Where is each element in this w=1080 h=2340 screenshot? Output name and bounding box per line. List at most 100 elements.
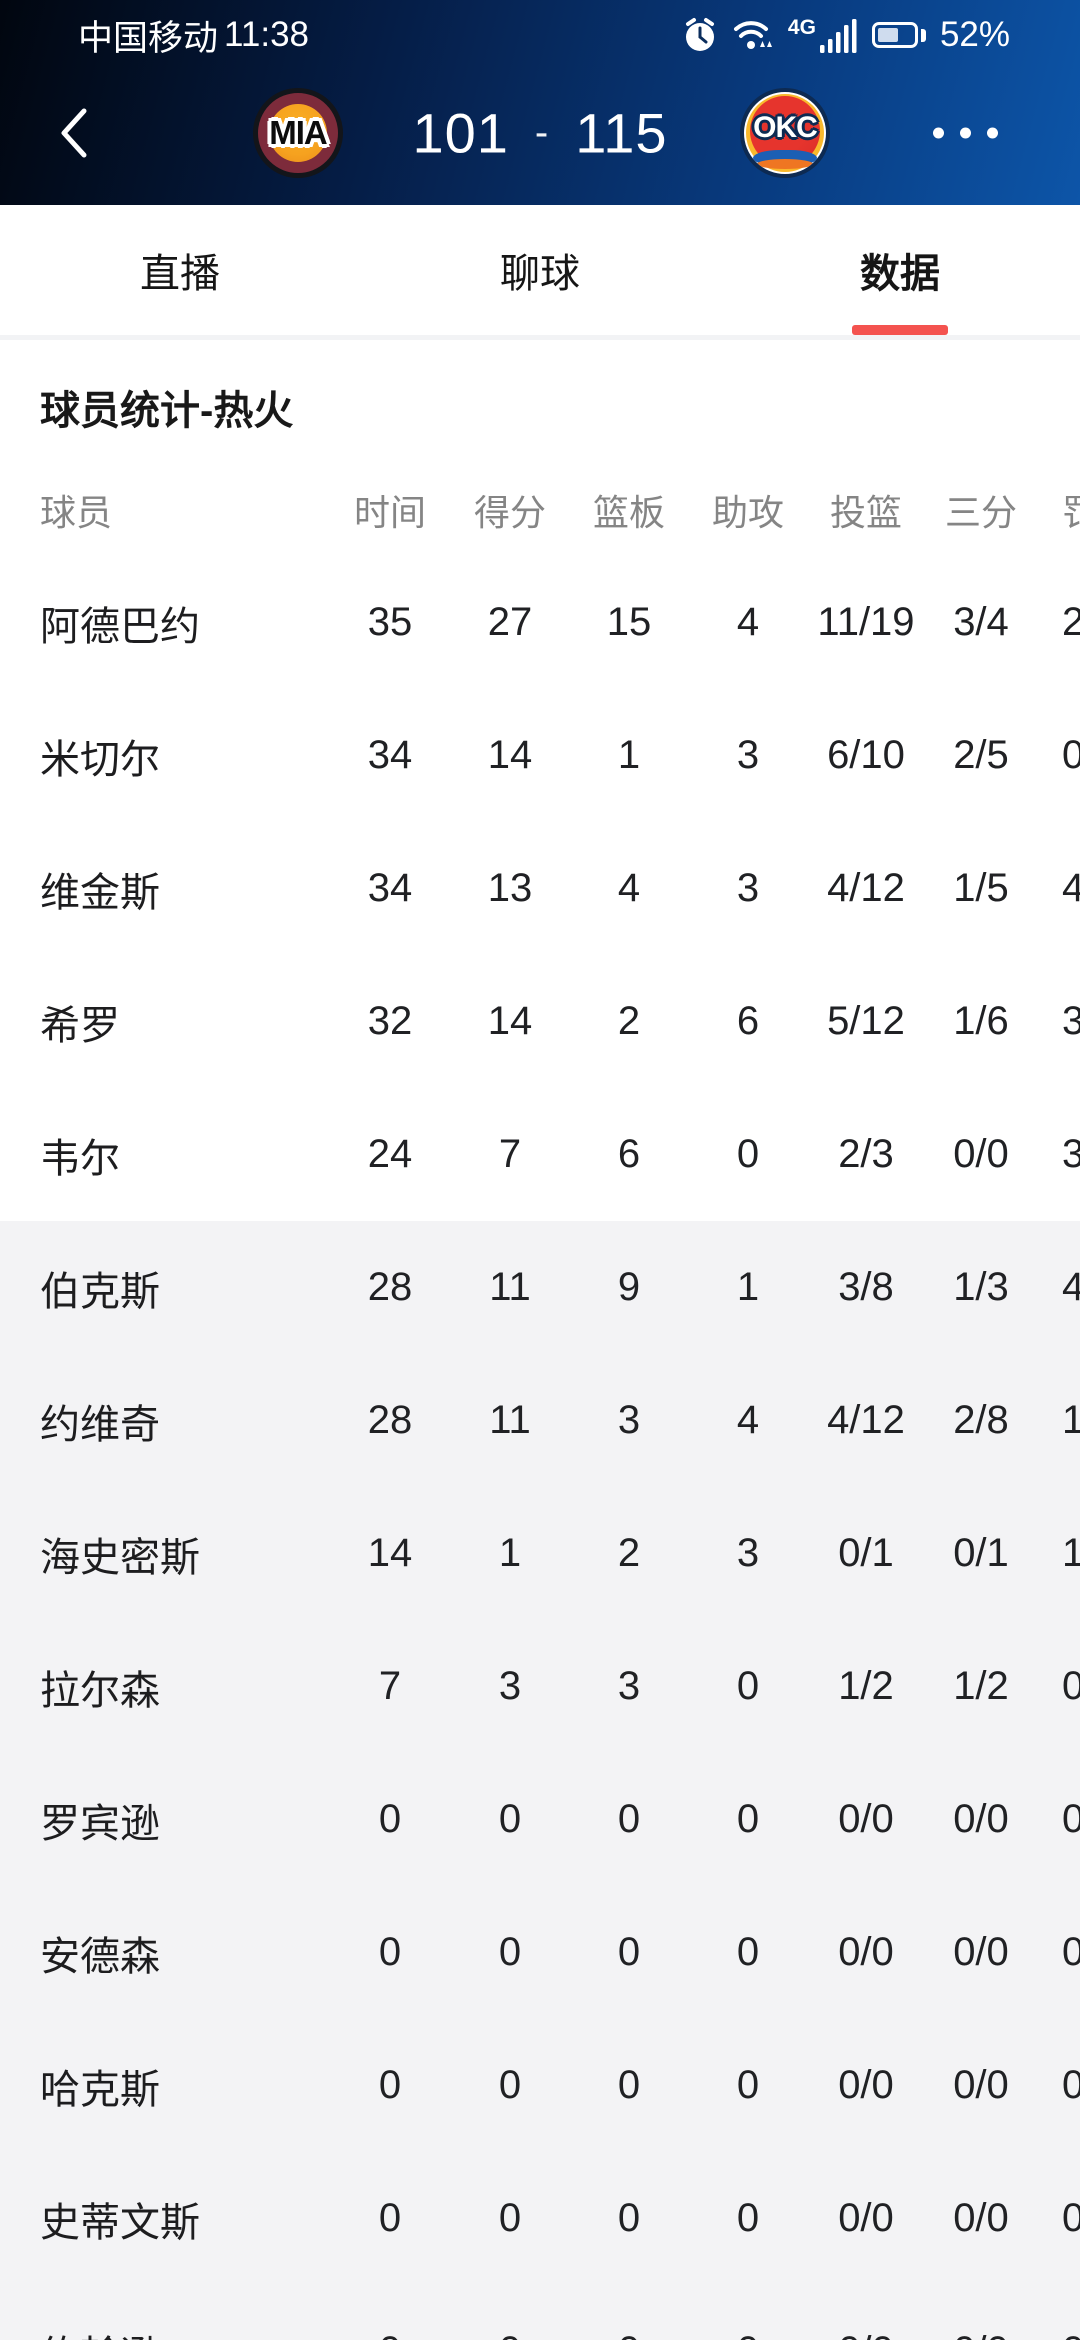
player-stat: 13 — [487, 866, 533, 910]
player-stat: 2 — [617, 999, 641, 1043]
player-stat: 4 — [736, 1398, 760, 1442]
table-row[interactable]: 拉尔森 7 3 3 0 1/2 1/2 0 — [0, 1620, 1080, 1753]
player-stat: 5/12 — [827, 999, 905, 1043]
player-stat: 35 — [367, 600, 413, 644]
col-header-points: 得分 — [473, 492, 546, 533]
alarm-icon — [685, 18, 714, 51]
carrier-label: 中国移动 — [78, 18, 219, 58]
player-stat: 2 — [617, 1531, 641, 1575]
table-row[interactable]: 米切尔 34 14 1 3 6/10 2/5 0 — [0, 689, 1080, 822]
player-stat: 0/0 — [953, 1132, 1009, 1176]
table-row[interactable]: 安德森 0 0 0 0 0/0 0/0 0 — [0, 1886, 1080, 2019]
player-stat: 3/8 — [838, 1265, 894, 1309]
player-name: 拉尔森 — [40, 1668, 160, 1713]
bench-section: 伯克斯 28 11 9 1 3/8 1/3 4 约维奇 28 11 3 4 4/12 2/8 1 海史密斯 14 1… — [0, 1221, 1080, 2340]
table-row[interactable]: 希罗 32 14 2 6 5/12 1/6 3 — [0, 955, 1080, 1088]
col-header-threes: 三分 — [944, 492, 1017, 533]
table-row[interactable]: 阿德巴约 35 27 15 4 11/19 3/4 2 — [0, 556, 1080, 689]
player-stat: 14 — [487, 733, 533, 777]
status-left: 中国移动 11:38 — [78, 10, 309, 61]
nav-bar: MIA 101 - 115 OKC — [0, 60, 1080, 205]
player-stat: 0 — [1062, 1664, 1080, 1708]
player-stat: 0/0 — [838, 1930, 894, 1974]
player-stat: 0 — [378, 1797, 402, 1841]
tab-live[interactable]: 直播 — [0, 205, 360, 335]
player-stat: 0/1 — [838, 1531, 894, 1575]
player-stat: 0 — [498, 1797, 522, 1841]
player-name: 阿德巴约 — [40, 604, 200, 649]
player-stat: 6/10 — [827, 733, 905, 777]
table-row[interactable]: 罗宾逊 0 0 0 0 0/0 0/0 0 — [0, 1753, 1080, 1886]
player-stat: 3 — [736, 733, 760, 777]
player-stat: 1 — [498, 1531, 522, 1575]
section-title: 球员统计-热火 — [40, 389, 294, 433]
player-name: 伯克斯 — [40, 1269, 160, 1314]
player-stat: 34 — [367, 866, 413, 910]
player-stat: 0 — [450, 2329, 570, 2340]
player-stat: 3 — [736, 1531, 760, 1575]
player-stat: 15 — [606, 600, 652, 644]
player-name: 海史密斯 — [40, 1535, 200, 1580]
player-stat: 0 — [570, 2329, 688, 2340]
player-stat: 0 — [736, 1664, 760, 1708]
table-row[interactable]: 韦尔 24 7 6 0 2/3 0/0 3 — [0, 1088, 1080, 1221]
tab-bar: 直播 聊球 数据 — [0, 205, 1080, 340]
player-stat: 0 — [736, 1930, 760, 1974]
battery-percent-label: 52% — [939, 15, 1010, 54]
tab-chat[interactable]: 聊球 — [360, 205, 720, 335]
table-row[interactable]: 伯克斯 28 11 9 1 3/8 1/3 4 — [0, 1221, 1080, 1354]
more-options-button[interactable] — [933, 127, 998, 138]
away-team-logo: OKC — [740, 87, 830, 178]
player-stat: 28 — [367, 1398, 413, 1442]
signal-group: 4G — [788, 17, 858, 53]
player-stat: 0 — [1062, 2196, 1080, 2240]
table-row[interactable]: 维金斯 34 13 4 3 4/12 1/5 4 — [0, 822, 1080, 955]
table-row[interactable]: 约翰逊00000/00/00 — [0, 2285, 1080, 2340]
player-stat: 0/0 — [838, 1797, 894, 1841]
tab-stats[interactable]: 数据 — [720, 205, 1080, 335]
player-name: 维金斯 — [40, 870, 160, 915]
player-stat: 11 — [489, 1265, 531, 1309]
player-stat: 3 — [1062, 1132, 1080, 1176]
player-stat: 2/8 — [953, 1398, 1009, 1442]
table-row[interactable]: 史蒂文斯 0 0 0 0 0/0 0/0 0 — [0, 2152, 1080, 2285]
player-stat: 7 — [498, 1132, 522, 1176]
network-type-label: 4G — [787, 16, 816, 39]
signal-bars-icon — [819, 19, 857, 53]
home-team-abbr: MIA — [269, 113, 327, 151]
player-stat: 0 — [1062, 1930, 1080, 1974]
player-stat: 6 — [617, 1132, 641, 1176]
ellipsis-dot — [960, 127, 971, 138]
player-stat: 0 — [617, 2196, 641, 2240]
player-stat: 0 — [736, 1132, 760, 1176]
player-stat: 0/0 — [953, 2196, 1009, 2240]
table-row[interactable]: 哈克斯 0 0 0 0 0/0 0/0 0 — [0, 2019, 1080, 2152]
player-stat: 0 — [1062, 1797, 1080, 1841]
player-stat: 0/0 — [924, 2329, 1038, 2340]
score-divider: - — [534, 110, 550, 154]
mia-logo-center — [269, 103, 327, 162]
player-stat: 1 — [1062, 1531, 1080, 1575]
player-stats-table-bench: 伯克斯 28 11 9 1 3/8 1/3 4 约维奇 28 11 3 4 4/12 2/8 1 海史密斯 14 1… — [0, 1221, 1080, 2340]
score: 101 - 115 — [0, 100, 1080, 165]
player-stat: 0 — [1062, 733, 1080, 777]
clock-time: 11:38 — [224, 15, 310, 54]
player-stat: 0 — [736, 2196, 760, 2240]
player-stat: 6 — [736, 999, 760, 1043]
player-stat: 0 — [378, 2063, 402, 2107]
player-stat: 11 — [489, 1398, 531, 1442]
col-header-ft: 罚球 — [1038, 484, 1080, 536]
player-stat: 0 — [498, 1930, 522, 1974]
player-stat: 2 — [1062, 600, 1080, 644]
player-name: 史蒂文斯 — [40, 2200, 200, 2245]
table-row[interactable]: 海史密斯 14 1 2 3 0/1 0/1 1 — [0, 1487, 1080, 1620]
back-button[interactable] — [56, 101, 104, 165]
player-stat: 4/12 — [827, 1398, 905, 1442]
table-row[interactable]: 约维奇 28 11 3 4 4/12 2/8 1 — [0, 1354, 1080, 1487]
home-team-logo: MIA — [253, 87, 343, 178]
player-stat: 0/0 — [953, 1930, 1009, 1974]
player-stat: 0/0 — [838, 2196, 894, 2240]
player-stat: 1 — [736, 1265, 760, 1309]
match-header: 中国移动 11:38 4G — [0, 0, 1080, 205]
player-stat: 0 — [1062, 2063, 1080, 2107]
